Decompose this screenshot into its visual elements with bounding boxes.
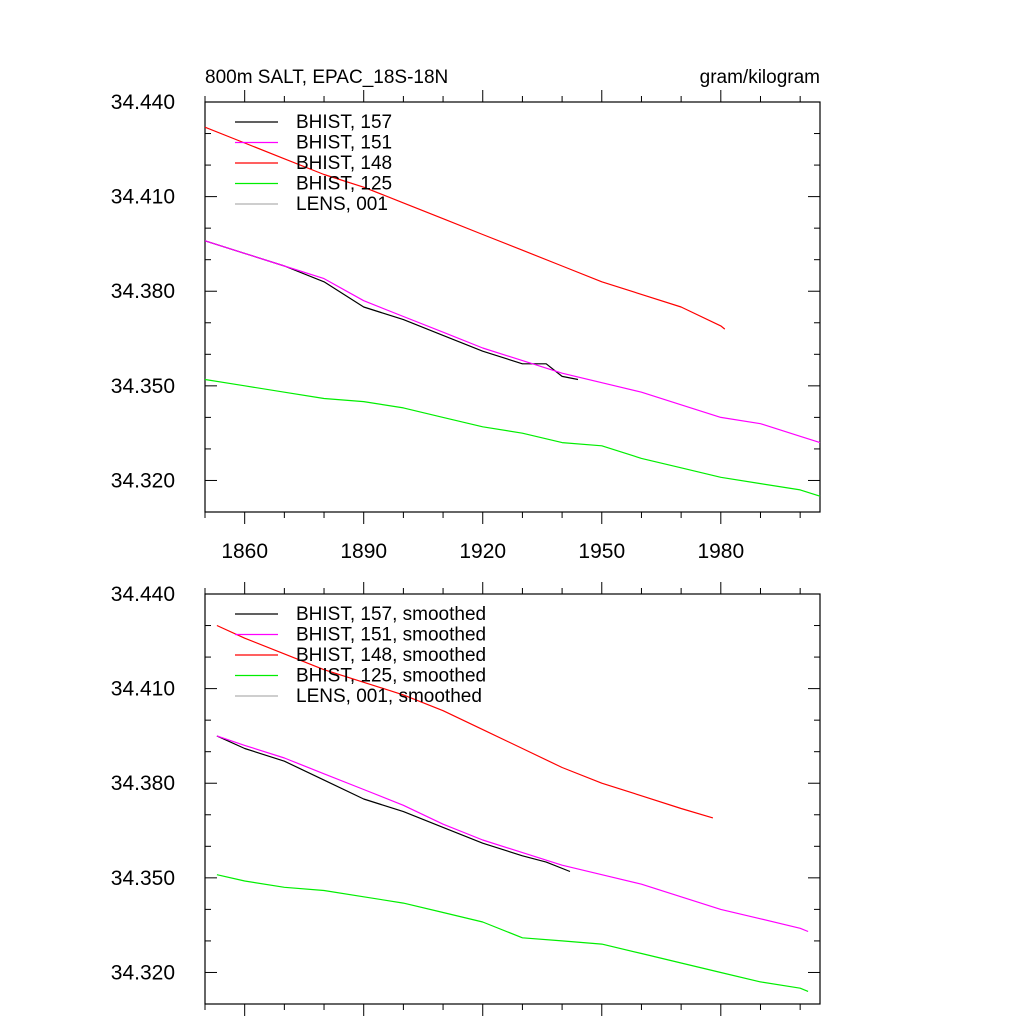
y-tick-label: 34.350 (111, 867, 175, 890)
x-tick-label: 1890 (340, 540, 387, 563)
x-tick-label: 1860 (221, 540, 268, 563)
legend-label: BHIST, 148, smoothed (296, 645, 486, 666)
series-line (204, 126, 726, 330)
y-tick-label: 34.410 (111, 186, 175, 209)
y-tick-label: 34.380 (111, 772, 175, 795)
legend-label: BHIST, 151, smoothed (296, 625, 486, 646)
y-tick-label: 34.440 (111, 583, 175, 606)
series-line (204, 240, 821, 444)
series-line (204, 240, 579, 381)
y-tick-label: 34.320 (111, 469, 175, 492)
series-line (216, 874, 809, 992)
y-tick-label: 34.320 (111, 961, 175, 984)
legend-label: BHIST, 125, smoothed (296, 666, 486, 687)
legend-label: BHIST, 151 (296, 133, 392, 154)
legend-label: LENS, 001 (296, 194, 388, 215)
legend-label: BHIST, 125 (296, 174, 392, 195)
y-tick-label: 34.410 (111, 678, 175, 701)
series-line (216, 624, 714, 819)
chart-panel-smoothed: 34.440 34.410 34.380 34.350 34.320 BHIST, 157… (111, 582, 821, 1016)
chart-panel-raw: 34.440 34.410 34.380 34.350 34.320 1860 1890 19… (111, 90, 821, 563)
legend-label: LENS, 001, smoothed (296, 686, 482, 707)
series-line (216, 735, 809, 933)
x-tick-label: 1950 (578, 540, 625, 563)
series-line (216, 735, 571, 873)
legend-label: BHIST, 157, smoothed (296, 604, 486, 625)
legend-label: BHIST, 148 (296, 153, 392, 174)
y-tick-label: 34.350 (111, 375, 175, 398)
y-tick-label: 34.380 (111, 280, 175, 303)
series-line (204, 378, 821, 497)
chart-title: 800m SALT, EPAC_18S-18N (205, 67, 448, 88)
plot-frame (204, 101, 821, 513)
chart-units: gram/kilogram (700, 67, 820, 88)
x-tick-label: 1920 (459, 540, 506, 563)
y-tick-label: 34.440 (111, 91, 175, 114)
plot-frame (204, 593, 821, 1005)
legend-label: BHIST, 157 (296, 112, 392, 133)
x-tick-label: 1980 (697, 540, 744, 563)
